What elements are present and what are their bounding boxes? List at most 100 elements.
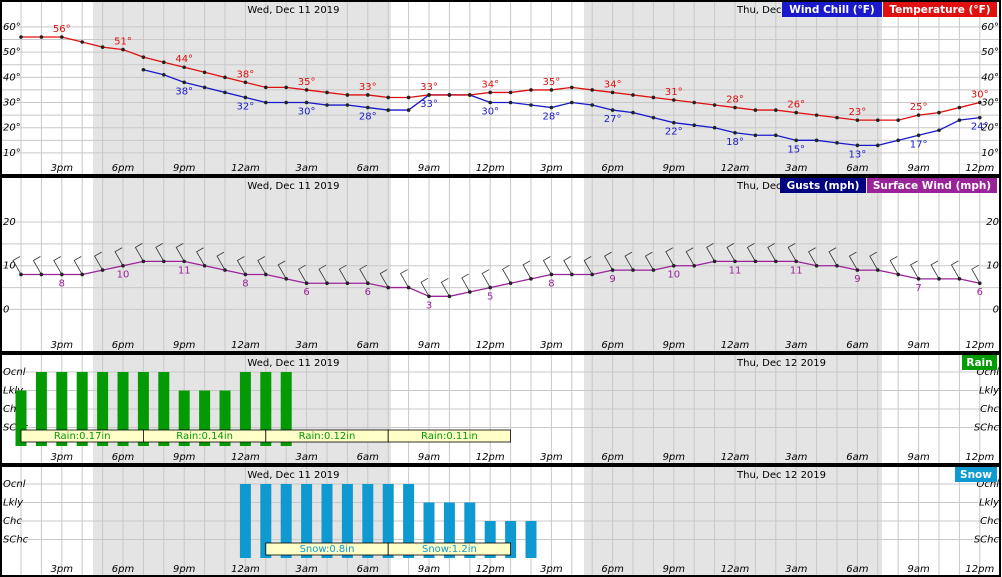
y-tick-label: SChc	[974, 423, 1000, 434]
panel-border	[0, 0, 1001, 176]
wind-barb	[73, 256, 83, 275]
x-tick-label: 9am	[418, 452, 440, 463]
data-point	[100, 45, 105, 49]
data-point	[39, 35, 44, 39]
data-point	[692, 263, 696, 268]
data-label: 34°	[604, 79, 622, 90]
data-point	[406, 285, 411, 290]
data-label: 26°	[787, 100, 805, 111]
x-tick-label: 6am	[357, 452, 379, 463]
data-point	[141, 259, 146, 264]
wind-barb	[767, 243, 777, 262]
data-point	[366, 281, 370, 286]
legend-swatch	[782, 2, 882, 17]
data-point	[19, 35, 23, 39]
data-point	[325, 90, 329, 95]
data-point	[610, 268, 615, 272]
legend-swatch	[780, 178, 866, 193]
series-line	[21, 260, 980, 297]
data-point	[876, 143, 880, 148]
x-tick-label: 3am	[295, 163, 317, 174]
amount-box	[387, 429, 512, 443]
data-point	[855, 118, 860, 122]
x-tick-label: 6pm	[112, 452, 135, 463]
y-tick-label: Lkly	[979, 386, 1000, 397]
date-label: Wed, Dec 11 2019	[247, 358, 339, 369]
data-label: 9	[609, 274, 615, 285]
data-point	[957, 105, 962, 110]
data-point	[814, 113, 819, 117]
y-tick-label: Chc	[3, 404, 22, 415]
data-label: 24°	[971, 122, 989, 133]
data-point	[264, 100, 268, 105]
data-point	[753, 108, 758, 112]
data-point	[978, 115, 982, 120]
x-tick-label: 9pm	[173, 340, 196, 351]
data-point	[223, 90, 227, 95]
data-point	[162, 60, 166, 65]
data-point	[80, 272, 84, 277]
x-tick-label: 6pm	[601, 163, 624, 174]
legend-label: Snow	[960, 469, 992, 481]
data-point	[916, 277, 921, 281]
data-point	[325, 103, 329, 107]
x-tick-label: 9am	[907, 452, 929, 463]
data-point	[672, 98, 676, 102]
legend-swatch	[962, 355, 997, 370]
y-tick-label: 10°	[981, 148, 999, 159]
bar	[280, 484, 292, 558]
data-point	[957, 118, 962, 122]
panel-border	[0, 353, 1001, 465]
data-point	[855, 268, 860, 272]
data-point	[366, 105, 370, 110]
x-tick-label: 3am	[785, 564, 807, 575]
data-point	[141, 67, 146, 72]
y-tick-label: 40°	[3, 72, 21, 83]
data-label: 6	[365, 287, 371, 298]
wind-barb	[726, 243, 736, 262]
data-label: 15°	[787, 144, 805, 155]
wind-barb	[481, 269, 491, 288]
x-tick-label: 3am	[785, 163, 807, 174]
data-label: 13°	[849, 149, 867, 160]
legend-swatch	[883, 2, 997, 17]
data-label: 28°	[726, 95, 744, 106]
data-point	[814, 138, 819, 143]
data-point	[488, 90, 493, 95]
bar	[15, 390, 27, 446]
x-tick-label: 6am	[846, 163, 868, 174]
data-label: 9	[854, 274, 860, 285]
y-tick-label: SChc	[3, 535, 29, 546]
data-point	[712, 125, 717, 130]
data-point	[141, 55, 146, 59]
data-label: 6	[977, 287, 983, 298]
wind-barb	[94, 251, 103, 271]
wind-barb	[604, 251, 613, 271]
data-point	[590, 272, 594, 277]
x-tick-label: 9pm	[173, 452, 196, 463]
wind-barb	[196, 247, 205, 266]
series-line	[21, 36, 980, 121]
bar	[280, 372, 292, 446]
bar	[137, 372, 149, 446]
x-tick-label: 12am	[721, 163, 750, 174]
x-tick-label: 3pm	[51, 452, 74, 463]
data-point	[162, 73, 166, 77]
x-tick-label: 9am	[907, 163, 929, 174]
data-label: 3	[426, 300, 432, 311]
data-point	[243, 95, 248, 100]
data-point	[672, 120, 676, 125]
x-tick-label: 12am	[231, 163, 260, 174]
data-label: 51°	[114, 37, 132, 48]
legend-label: Rain	[966, 357, 992, 369]
date-label: Wed, Dec 11 2019	[247, 181, 339, 192]
y-tick-label: Ocnl	[3, 479, 26, 490]
amount-label: Rain:0.12in	[299, 431, 356, 442]
wind-barb	[522, 260, 532, 280]
y-tick-label: 20	[986, 217, 999, 228]
x-tick-label: 3am	[295, 564, 317, 575]
data-label: 11	[729, 265, 742, 276]
data-point	[304, 88, 309, 92]
x-tick-label: 12pm	[476, 163, 505, 174]
wind-barb	[930, 260, 940, 280]
